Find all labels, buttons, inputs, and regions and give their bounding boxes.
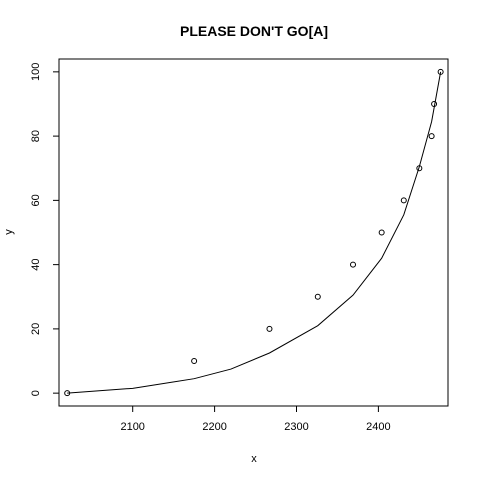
data-point (431, 100, 438, 107)
data-point (416, 165, 423, 172)
y-tick-label: 60 (30, 194, 42, 206)
x-tick-label: 2300 (284, 421, 308, 433)
x-axis: 2100 2200 2300 2400 (120, 406, 391, 433)
y-axis: 0 20 40 60 80 100 (30, 63, 59, 396)
x-tick-label: 2100 (120, 421, 144, 433)
x-tick-label: 2400 (366, 421, 390, 433)
data-point (350, 261, 357, 268)
y-tick-label: 80 (30, 130, 42, 142)
data-point (400, 197, 407, 204)
data-point (266, 325, 273, 332)
y-tick-label: 40 (30, 259, 42, 271)
plot-frame (58, 58, 449, 407)
y-tick-label: 20 (30, 323, 42, 335)
data-point (314, 293, 321, 300)
y-tick-label: 100 (30, 63, 42, 81)
fit-curve (67, 71, 442, 394)
data-points (64, 68, 444, 397)
y-tick-label: 0 (30, 390, 42, 396)
x-axis-label: x (251, 453, 257, 465)
chart-title: PLEASE DON'T GO[A] (180, 23, 328, 39)
y-axis-label: y (3, 229, 15, 235)
data-point (428, 133, 435, 140)
data-point (191, 358, 198, 365)
data-point (64, 390, 71, 397)
data-point (437, 68, 444, 75)
data-point (378, 229, 385, 236)
x-tick-label: 2200 (202, 421, 226, 433)
